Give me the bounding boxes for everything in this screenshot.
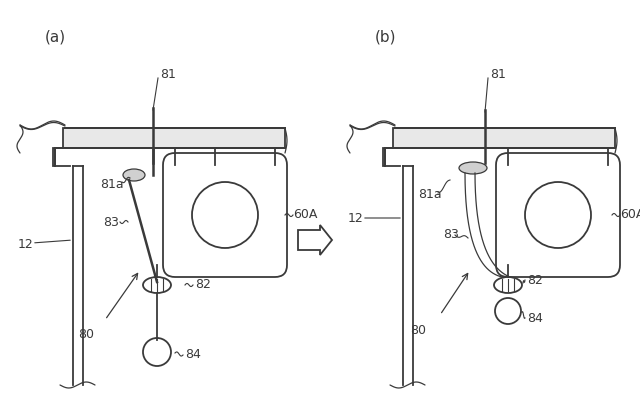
Circle shape [143, 338, 171, 366]
Polygon shape [53, 128, 285, 166]
Ellipse shape [143, 277, 171, 293]
Ellipse shape [123, 169, 145, 181]
Text: 83: 83 [103, 216, 119, 229]
Text: (a): (a) [45, 30, 66, 45]
Polygon shape [383, 128, 615, 166]
Text: 83: 83 [443, 229, 459, 241]
Text: 82: 82 [195, 278, 211, 291]
FancyBboxPatch shape [163, 153, 287, 277]
Text: 81a: 81a [418, 189, 442, 202]
Text: 12: 12 [18, 239, 34, 251]
Text: 81a: 81a [100, 179, 124, 191]
Text: 12: 12 [348, 212, 364, 224]
FancyBboxPatch shape [496, 153, 620, 277]
Text: 84: 84 [527, 312, 543, 324]
Text: 84: 84 [185, 349, 201, 361]
Ellipse shape [459, 162, 487, 174]
Text: 80: 80 [410, 324, 426, 337]
Text: 60A: 60A [293, 208, 317, 222]
Text: 81: 81 [490, 69, 506, 81]
Text: (b): (b) [375, 30, 397, 45]
Text: 60A: 60A [620, 208, 640, 222]
Circle shape [525, 182, 591, 248]
Text: 82: 82 [527, 274, 543, 287]
Text: 80: 80 [78, 328, 94, 341]
Circle shape [495, 298, 521, 324]
Ellipse shape [494, 277, 522, 293]
Circle shape [192, 182, 258, 248]
Text: 81: 81 [160, 69, 176, 81]
Polygon shape [298, 225, 332, 255]
